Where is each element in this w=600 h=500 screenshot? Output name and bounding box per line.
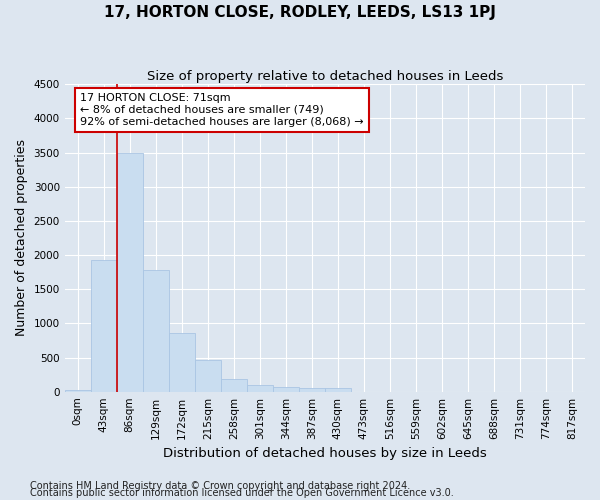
Bar	[169, 333, 195, 392]
Text: Contains HM Land Registry data © Crown copyright and database right 2024.: Contains HM Land Registry data © Crown c…	[30, 481, 410, 491]
Bar	[117, 152, 143, 392]
Bar	[91, 260, 116, 392]
X-axis label: Distribution of detached houses by size in Leeds: Distribution of detached houses by size …	[163, 447, 487, 460]
Title: Size of property relative to detached houses in Leeds: Size of property relative to detached ho…	[146, 70, 503, 83]
Text: 17, HORTON CLOSE, RODLEY, LEEDS, LS13 1PJ: 17, HORTON CLOSE, RODLEY, LEEDS, LS13 1P…	[104, 5, 496, 20]
Bar	[325, 388, 351, 392]
Bar	[65, 390, 91, 392]
Bar	[143, 270, 169, 392]
Bar	[299, 388, 325, 392]
Bar	[273, 387, 299, 392]
Bar	[195, 360, 221, 392]
Y-axis label: Number of detached properties: Number of detached properties	[15, 140, 28, 336]
Bar	[221, 379, 247, 392]
Bar	[247, 384, 273, 392]
Text: 17 HORTON CLOSE: 71sqm
← 8% of detached houses are smaller (749)
92% of semi-det: 17 HORTON CLOSE: 71sqm ← 8% of detached …	[80, 94, 364, 126]
Text: Contains public sector information licensed under the Open Government Licence v3: Contains public sector information licen…	[30, 488, 454, 498]
